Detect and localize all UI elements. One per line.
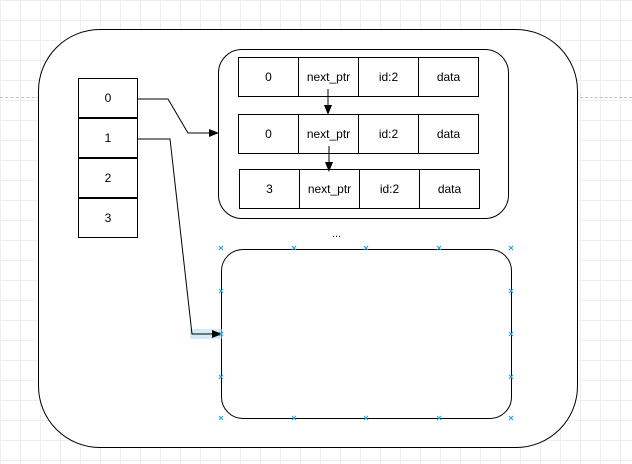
node-data-cell[interactable]: data bbox=[418, 57, 479, 97]
node-next-ptr-cell[interactable]: next_ptr bbox=[298, 114, 359, 154]
node-id-cell[interactable]: id:2 bbox=[359, 169, 420, 209]
node-index-cell[interactable]: 3 bbox=[239, 169, 300, 209]
list-node-2[interactable]: 0 next_ptr id:2 data bbox=[238, 114, 479, 154]
index-cell-1[interactable]: 1 bbox=[78, 118, 138, 158]
guide-line-right bbox=[580, 97, 632, 98]
empty-list-container[interactable] bbox=[221, 249, 512, 419]
node-id-cell[interactable]: id:2 bbox=[358, 114, 419, 154]
continuation-ellipsis: ... bbox=[332, 228, 342, 240]
index-cell-3[interactable]: 3 bbox=[78, 198, 138, 238]
node-id-cell[interactable]: id:2 bbox=[358, 57, 419, 97]
list-node-1[interactable]: 0 next_ptr id:2 data bbox=[238, 57, 479, 97]
node-next-ptr-cell[interactable]: next_ptr bbox=[299, 169, 360, 209]
node-next-ptr-cell[interactable]: next_ptr bbox=[298, 57, 359, 97]
index-cell-0[interactable]: 0 bbox=[78, 78, 138, 118]
node-data-cell[interactable]: data bbox=[418, 114, 479, 154]
guide-line-left bbox=[0, 97, 40, 98]
node-index-cell[interactable]: 0 bbox=[238, 114, 299, 154]
node-index-cell[interactable]: 0 bbox=[238, 57, 299, 97]
index-cell-2[interactable]: 2 bbox=[78, 158, 138, 198]
node-data-cell[interactable]: data bbox=[419, 169, 480, 209]
list-node-3[interactable]: 3 next_ptr id:2 data bbox=[239, 169, 480, 209]
